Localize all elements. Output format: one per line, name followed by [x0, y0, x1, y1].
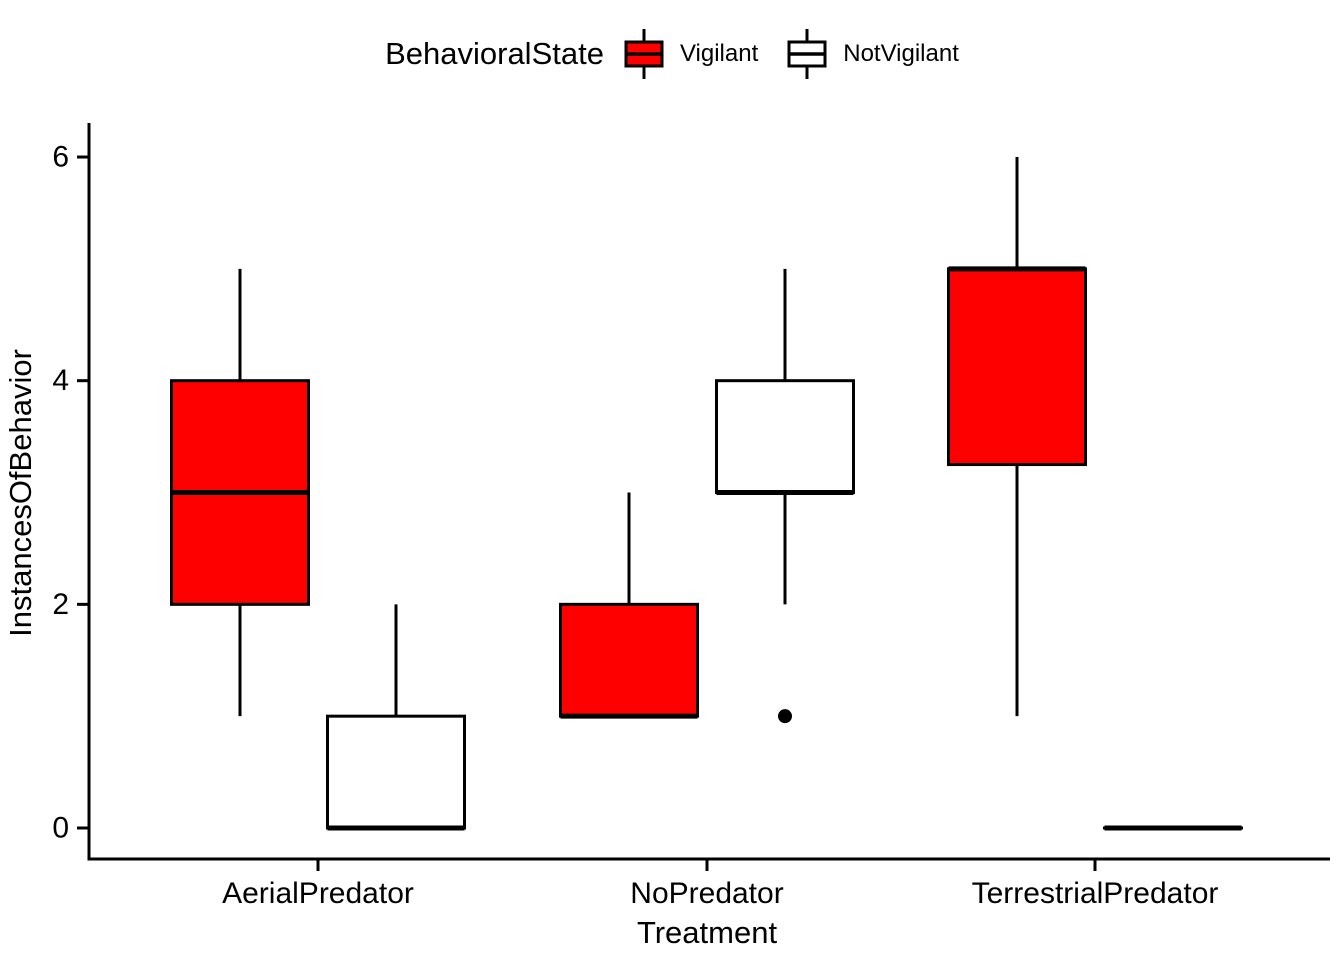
box	[715, 379, 855, 495]
boxplot-key-icon	[787, 29, 827, 79]
legend-item-label: Vigilant	[679, 40, 759, 67]
x-axis-title: Treatment	[637, 915, 778, 950]
y-tick-label: 2	[52, 588, 69, 621]
box	[326, 714, 466, 830]
y-tick-label: 4	[52, 364, 69, 397]
legend-title: BehavioralState	[385, 36, 604, 71]
box	[947, 267, 1087, 467]
y-tick-label: 0	[52, 812, 69, 845]
x-tick-label: TerrestrialPredator	[972, 877, 1219, 910]
legend: BehavioralState Vigilant NotVigilant	[0, 24, 1344, 84]
box	[559, 602, 699, 718]
outlier-point	[778, 709, 792, 724]
legend-item-label: NotVigilant	[843, 40, 959, 67]
x-tick-label: AerialPredator	[222, 877, 414, 910]
legend-item-vigilant: Vigilant	[621, 26, 758, 82]
legend-item-notvigilant: NotVigilant	[784, 26, 959, 82]
y-tick-label: 6	[52, 141, 69, 174]
y-axis-title: InstancesOfBehavior	[3, 349, 38, 637]
x-tick-label: NoPredator	[630, 877, 783, 910]
boxplot-key-icon	[624, 29, 664, 79]
